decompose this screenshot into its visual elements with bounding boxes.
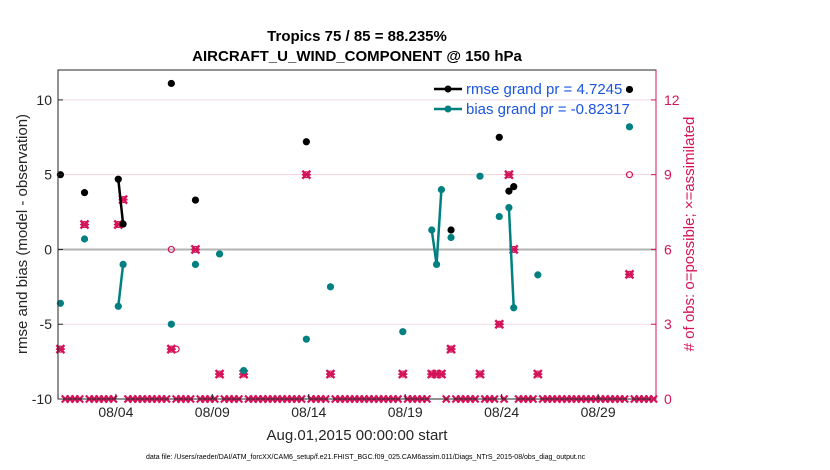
obs-assimilated-marker [190,244,201,255]
x-tick-label: 08/19 [388,404,423,420]
right-axis-label: # of obs: o=possible; ×=assimilated [681,117,698,352]
legend: rmse grand pr = 4.7245 bias grand pr = -… [434,81,630,118]
data-point [56,299,65,307]
series-segment [117,179,125,225]
series-bias [56,123,634,375]
x-tick-label: 08/29 [581,404,616,420]
y-tick-label: 10 [36,92,52,108]
data-point [326,283,335,291]
obs-assimilated-marker [475,369,485,379]
data-point [510,183,518,191]
data-point [447,233,455,242]
x-tick-label: 08/04 [98,404,133,420]
y-tick-label: 0 [44,241,52,257]
obs-assimilated-marker [532,369,543,379]
x-axis-label: Aug.01,2015 00:00:00 start [267,427,449,444]
y-tick-label: -5 [40,316,53,332]
series-rmse [56,79,634,234]
data-point [167,79,175,88]
obs-assimilated-marker [446,344,456,355]
data-point [119,260,127,269]
chart-title-line-1: Tropics 75 / 85 = 88.235% [267,28,447,45]
x-tick-label: 08/09 [195,404,230,420]
obs-assimilated-marker [436,369,447,379]
legend-bias-marker [444,105,452,113]
x-tick-label: 08/14 [291,404,326,420]
plot-area [58,70,656,399]
obs-assimilated-marker [325,369,336,379]
data-point [432,260,441,269]
right-tick-label: 6 [664,241,672,257]
data-point [119,220,127,228]
series-segment [117,264,125,307]
data-point [215,250,224,258]
series-layer [56,79,634,375]
data-point [114,175,122,183]
y-axis-label: rmse and bias (model - observation) [14,114,31,354]
data-point [302,335,310,343]
obs-assimilated-marker [79,219,90,230]
data-point [447,226,455,234]
x-axis-ticks: 08/04 08/09 08/14 08/19 08/24 08/29 [98,394,616,420]
x-tick-label: 08/24 [484,404,519,420]
data-point [505,203,513,212]
obs-assimilated-marker [624,269,635,280]
obs-possible-marker [625,171,634,179]
data-point [399,328,407,336]
data-point [80,189,89,197]
data-point [510,304,518,312]
data-point [495,133,503,141]
y-axis-ticks: -10 -5 0 5 10 [32,92,63,407]
obs-assimilated-marker [494,319,505,330]
data-point [495,212,503,221]
legend-rmse-label: rmse grand pr = 4.7245 [466,81,622,98]
obs-assimilated-marker [214,369,225,379]
data-point [191,196,200,204]
data-point [191,260,200,269]
chart-title-line-2: AIRCRAFT_U_WIND_COMPONENT @ 150 hPa [192,48,522,65]
data-point [476,172,484,180]
obs-assimilated-marker [504,169,514,180]
data-point [302,138,310,146]
data-point [625,85,634,94]
data-file-footer: data file: /Users/raeder/DAI/ATM_forcXX/… [146,454,586,461]
data-point [240,366,248,375]
right-tick-label: 0 [664,391,672,407]
obs-assimilated-marker [301,169,312,180]
series-segment [435,189,443,265]
series-segment [507,207,515,308]
data-point [534,271,542,279]
legend-rmse-marker [444,85,452,93]
right-tick-label: 9 [664,167,672,183]
obs-assimilated-marker [397,369,408,379]
data-point [437,186,445,194]
data-point [505,187,513,195]
data-point [428,226,436,234]
right-tick-label: 3 [664,316,672,332]
legend-bias-label: bias grand pr = -0.82317 [466,101,630,118]
data-point [625,123,634,131]
obs-assimilated-marker [166,344,177,355]
data-point [167,320,175,328]
y-tick-label: -10 [32,391,52,407]
y-tick-label: 5 [44,167,52,183]
right-axis-ticks: 0 3 6 9 12 [651,92,680,407]
data-point [114,302,122,310]
obs-possible-marker [167,245,175,254]
right-tick-label: 12 [664,92,680,108]
data-point [80,235,89,243]
